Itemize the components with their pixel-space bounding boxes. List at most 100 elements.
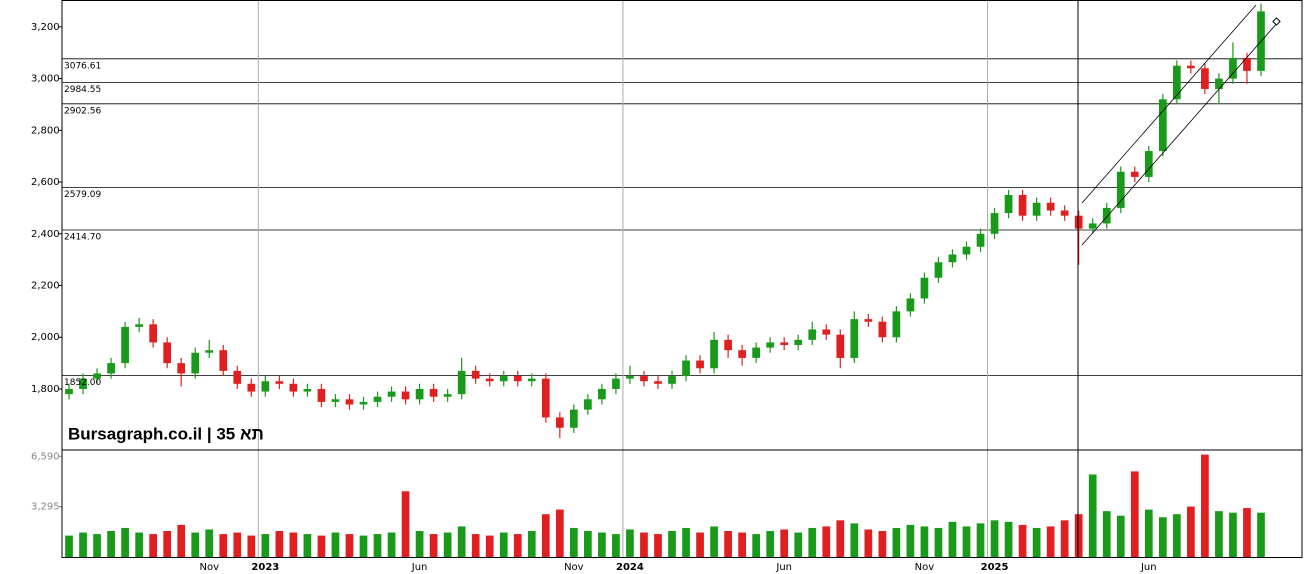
candle-body: [317, 388, 326, 402]
volume-bar: [513, 534, 522, 557]
candle-body: [1229, 57, 1237, 79]
volume-bar: [177, 524, 186, 557]
volume-bar: [668, 531, 676, 557]
volume-bar: [541, 514, 550, 557]
volume-bar: [696, 532, 704, 557]
volume-bar: [962, 526, 971, 557]
volume-bar: [1060, 520, 1069, 557]
volume-bar: [878, 531, 887, 557]
volume-bar: [976, 523, 985, 557]
candle-body: [527, 378, 536, 382]
volume-bar: [1018, 524, 1027, 557]
candle-body: [640, 376, 648, 382]
candle-body: [513, 376, 522, 382]
candle-body: [710, 339, 718, 369]
candle-body: [219, 350, 228, 371]
volume-bar: [233, 532, 242, 557]
x-tick-label: 2023: [251, 562, 279, 573]
candle-body: [429, 388, 438, 397]
candle-body: [401, 391, 410, 400]
volume-bar: [247, 535, 256, 557]
volume-bar: [1088, 474, 1097, 557]
volume-bar: [317, 535, 326, 557]
volume-bar: [485, 535, 494, 557]
volume-bar: [415, 531, 424, 557]
volume-bar: [1130, 471, 1139, 557]
candle-body: [1187, 65, 1195, 69]
volume-bar: [191, 532, 200, 557]
volume-bar: [261, 534, 270, 557]
volume-bar: [822, 526, 831, 557]
candle-body: [682, 360, 690, 377]
volume-bar: [331, 532, 340, 557]
candle-body: [1046, 202, 1055, 211]
x-tick-label: Jun: [1140, 562, 1157, 573]
x-tick-label: Jun: [411, 562, 428, 573]
volume-bar: [1158, 517, 1167, 557]
candle-body: [808, 329, 817, 340]
candle-body: [345, 399, 354, 405]
volume-bar: [1032, 527, 1041, 557]
volume-bar: [569, 527, 578, 557]
volume-bar: [79, 532, 87, 557]
candle-body: [541, 378, 550, 418]
candle-body: [1116, 171, 1125, 208]
candle-body: [990, 213, 999, 234]
volume-bar: [640, 532, 648, 557]
candle-body: [626, 376, 634, 379]
volume-bar: [1116, 515, 1125, 557]
level-label: 2579.09: [64, 190, 101, 200]
level-label: 2902.56: [64, 106, 101, 116]
volume-bar: [219, 534, 228, 557]
candle-body: [752, 347, 761, 358]
candle-body: [569, 409, 578, 428]
candle-body: [1130, 171, 1139, 177]
x-tick-label: Nov: [564, 562, 584, 573]
volume-bar: [527, 531, 536, 557]
channel-lower: [1081, 21, 1279, 246]
candle-body: [1060, 210, 1069, 216]
y-tick-label: 3,000: [31, 74, 60, 85]
candle-body: [612, 378, 620, 389]
volume-bar: [864, 529, 873, 557]
candle-body: [415, 388, 424, 400]
candle-body: [247, 383, 256, 392]
candle-body: [387, 391, 396, 397]
volume-bar: [387, 532, 396, 557]
y-tick-label: 2,200: [31, 281, 60, 292]
volume-bar: [1243, 508, 1251, 557]
candle-body: [177, 363, 186, 374]
candle-body: [1158, 99, 1167, 152]
candle-body: [121, 326, 129, 364]
volume-bar: [289, 532, 298, 557]
candle-body: [135, 324, 143, 327]
candle-body: [233, 370, 242, 384]
x-tick-label: 2025: [981, 562, 1009, 573]
candle-body: [1032, 202, 1041, 216]
candle-body: [303, 388, 312, 392]
watermark: Bursagraph.co.il | תא 35: [68, 424, 264, 443]
volume-bar: [1102, 511, 1111, 557]
candle-body: [555, 417, 564, 428]
volume-bar: [471, 534, 480, 557]
candle-body: [1004, 195, 1013, 214]
volume-bar: [457, 526, 466, 557]
x-tick-label: 2024: [616, 562, 644, 573]
y-tick-label: 3,200: [31, 22, 60, 33]
volume-bar: [752, 534, 761, 557]
volume-bar: [163, 531, 172, 557]
candle-body: [457, 370, 466, 395]
volume-bar: [906, 524, 915, 557]
volume-bar: [373, 534, 382, 557]
volume-bar: [1046, 526, 1055, 557]
candle-body: [892, 311, 901, 338]
volume-bar: [598, 532, 606, 557]
volume-bar: [654, 534, 662, 557]
channel-handle: [1272, 17, 1281, 26]
candle-body: [948, 254, 957, 263]
y-tick-label: 2,400: [31, 229, 60, 240]
candle-body: [1018, 195, 1027, 216]
volume-bar: [429, 534, 438, 557]
